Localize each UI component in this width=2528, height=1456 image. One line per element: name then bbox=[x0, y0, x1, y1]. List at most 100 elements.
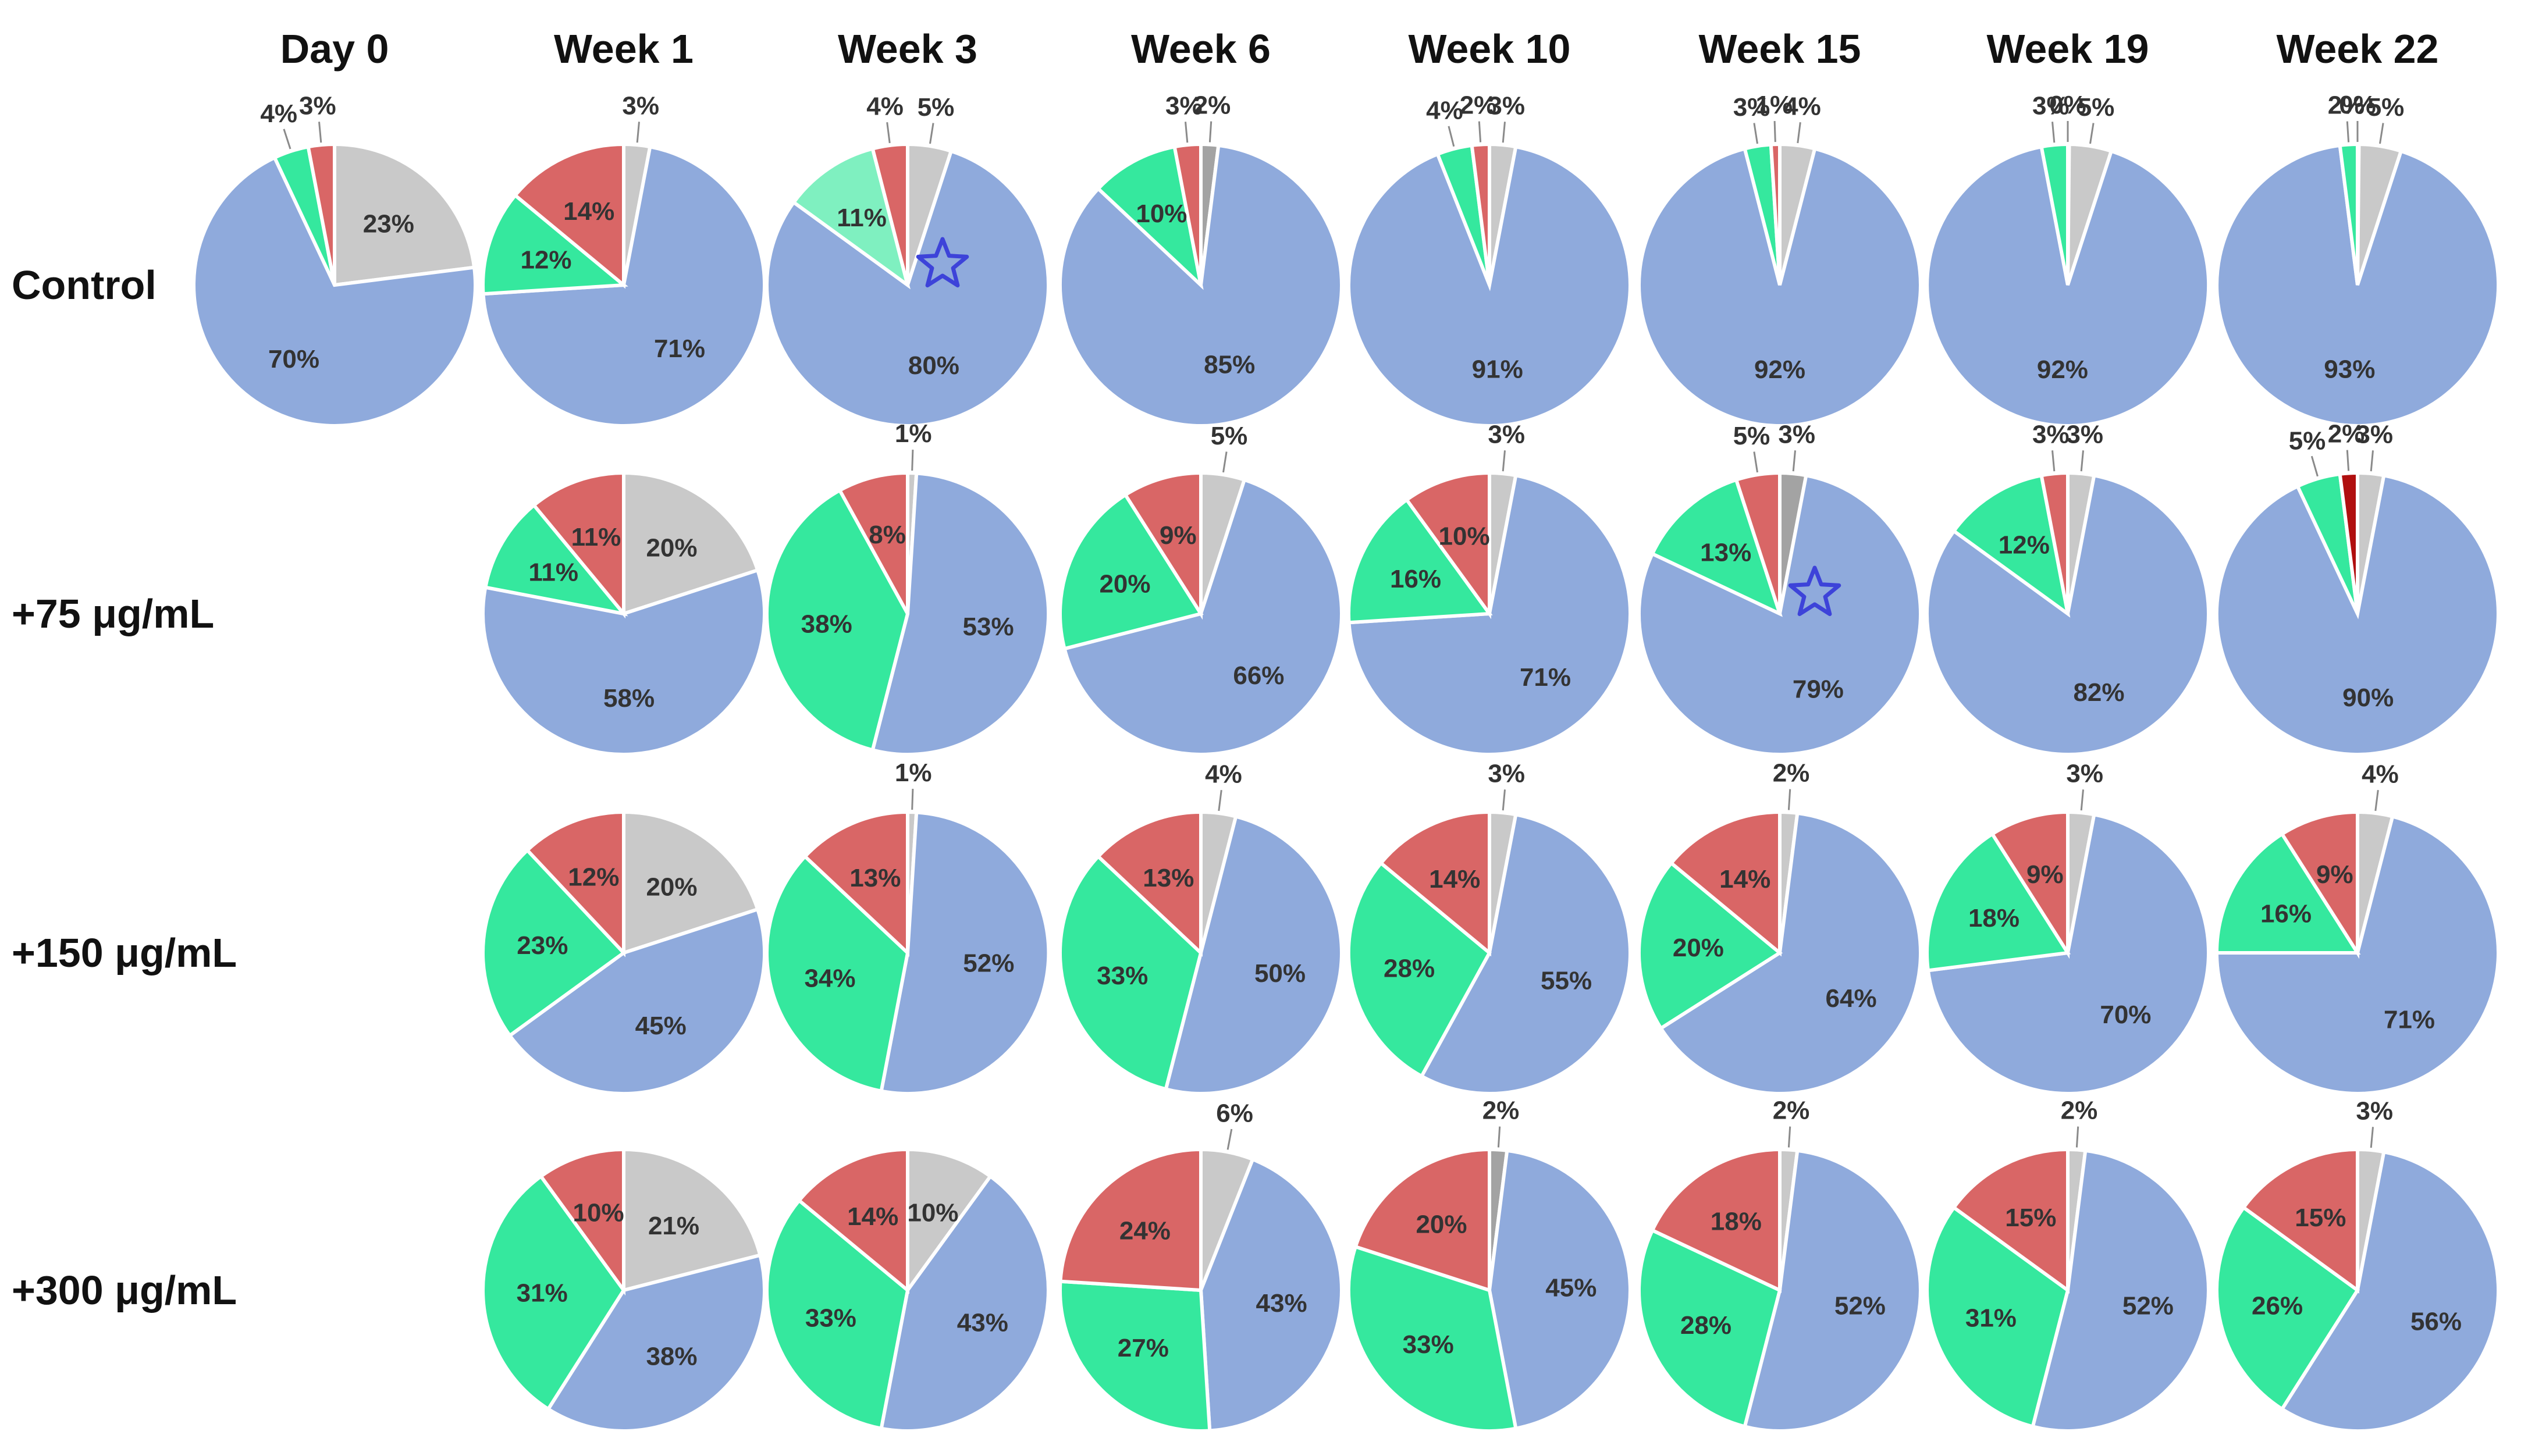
data-label: 5% bbox=[2289, 426, 2326, 455]
data-label: 33% bbox=[1403, 1330, 1454, 1359]
data-label: 24% bbox=[1119, 1217, 1171, 1245]
star-icon bbox=[916, 237, 969, 288]
row-header-300-ug-ml: +300 μg/mL bbox=[12, 1268, 237, 1313]
data-label: 15% bbox=[2005, 1204, 2056, 1232]
data-label: 71% bbox=[1520, 663, 1571, 692]
slice-green bbox=[481, 848, 627, 1038]
data-label: 2% bbox=[1482, 1097, 1520, 1125]
column-header-week-3: Week 3 bbox=[838, 26, 977, 72]
leader-line bbox=[1448, 126, 1455, 147]
slice-gray bbox=[622, 471, 760, 617]
data-label: 14% bbox=[563, 197, 614, 226]
pie-75-ug-ml-week-6: 5% 66% 20% 9% bbox=[1058, 422, 1343, 756]
data-label: 43% bbox=[957, 1309, 1008, 1337]
data-label: 2% bbox=[1773, 759, 1810, 788]
slice-gray bbox=[622, 810, 760, 956]
data-label: 20% bbox=[646, 533, 697, 562]
data-label: 3% bbox=[1488, 759, 1525, 788]
slice-green bbox=[765, 854, 910, 1094]
slice-green bbox=[481, 193, 628, 296]
slice-blue bbox=[1658, 811, 1922, 1095]
data-label: 4% bbox=[1784, 92, 1821, 120]
slice-blue bbox=[870, 471, 1051, 757]
leader-line bbox=[1502, 122, 1506, 143]
slice-green bbox=[1650, 478, 1783, 617]
data-label: 64% bbox=[1826, 984, 1877, 1013]
pie-150-ug-ml-week-15: 2% 64% 20% 14% bbox=[1637, 759, 1922, 1095]
data-label: 71% bbox=[2384, 1006, 2435, 1034]
data-label: 4% bbox=[1205, 760, 1242, 788]
slice-red bbox=[1123, 471, 1203, 620]
pie-300-ug-ml-week-1: 21% 38% 31% 10% bbox=[481, 1147, 766, 1433]
pie-75-ug-ml-week-1: 20% 58% 11% 11% bbox=[481, 471, 767, 756]
data-label: 1% bbox=[1756, 91, 1793, 119]
pie-75-ug-ml-week-15: 3% 79% 13% 5% bbox=[1637, 420, 1922, 756]
data-label: 1% bbox=[895, 419, 932, 448]
slice-red bbox=[1669, 810, 1782, 957]
slice-blue bbox=[1419, 812, 1632, 1095]
data-label: 2% bbox=[2061, 1097, 2098, 1125]
data-label: 5% bbox=[1211, 422, 1248, 450]
data-label: 66% bbox=[1233, 661, 1284, 690]
slice-blue bbox=[546, 1253, 766, 1433]
column-header-week-1: Week 1 bbox=[554, 26, 694, 72]
data-label: 13% bbox=[849, 864, 901, 892]
data-label: 10% bbox=[907, 1199, 958, 1227]
slice-green bbox=[1925, 1205, 2070, 1429]
slice-blue bbox=[2280, 1149, 2501, 1433]
data-label: 82% bbox=[2073, 678, 2124, 707]
leader-line bbox=[929, 123, 934, 144]
data-label: 34% bbox=[804, 964, 855, 992]
data-label: 3% bbox=[2066, 420, 2103, 448]
slice-red bbox=[802, 810, 909, 957]
pie-150-ug-ml-week-22: 4% 71% 16%9% bbox=[2214, 760, 2500, 1095]
leader-line bbox=[1792, 450, 1796, 472]
slice-red bbox=[2280, 810, 2359, 959]
leader-line bbox=[2051, 122, 2056, 143]
leader-line bbox=[1218, 790, 1222, 811]
leader-line bbox=[911, 789, 914, 810]
slice-green bbox=[2215, 1205, 2360, 1412]
data-label: 14% bbox=[1429, 865, 1480, 893]
slice-green bbox=[765, 487, 910, 753]
leader-line bbox=[1226, 1129, 1233, 1150]
slice-red bbox=[538, 1147, 625, 1296]
data-label: 56% bbox=[2410, 1308, 2462, 1336]
data-label: 20% bbox=[1673, 934, 1724, 962]
leader-line bbox=[2080, 789, 2084, 811]
data-label: 2% bbox=[2328, 91, 2365, 120]
data-label: 3% bbox=[2066, 759, 2103, 788]
pie-300-ug-ml-week-10: 2% 45% 33% 20% bbox=[1346, 1097, 1632, 1433]
data-label: 91% bbox=[1472, 355, 1523, 384]
data-label: 3% bbox=[1165, 91, 1203, 120]
leader-line bbox=[1797, 122, 1801, 144]
slice-blue bbox=[1347, 144, 1632, 428]
slice-blue bbox=[879, 810, 1051, 1095]
data-label: 53% bbox=[963, 613, 1014, 641]
pie-150-ug-ml-week-6: 4% 50% 33% 13% bbox=[1058, 760, 1343, 1095]
row-header-control: Control bbox=[12, 262, 157, 308]
pie-control-week-22: 5% 93% 2%0% bbox=[2215, 91, 2501, 428]
slice-blue bbox=[2031, 1148, 2210, 1433]
slice-green bbox=[1637, 1228, 1782, 1429]
data-label: 3% bbox=[1778, 420, 1815, 448]
data-label: 93% bbox=[2324, 355, 2375, 384]
data-label: 80% bbox=[908, 351, 959, 380]
data-label: 9% bbox=[2316, 860, 2353, 889]
leader-line bbox=[1753, 451, 1758, 473]
data-label: 70% bbox=[268, 345, 319, 373]
slice-blue bbox=[1487, 1148, 1632, 1431]
slice-green bbox=[2214, 831, 2361, 955]
leader-line bbox=[886, 122, 891, 144]
pie-300-ug-ml-week-22: 3% 56% 26% 15% bbox=[2215, 1097, 2501, 1433]
data-label: 2% bbox=[1773, 1097, 1810, 1125]
data-label: 9% bbox=[1160, 521, 1197, 550]
data-label: 3% bbox=[2356, 420, 2393, 448]
leader-line bbox=[1185, 122, 1189, 143]
data-label: 31% bbox=[1965, 1304, 2017, 1333]
pie-control-week-19: 5% 92% 3%0% bbox=[1925, 91, 2211, 428]
slice-red bbox=[1404, 471, 1491, 620]
slice-red bbox=[1470, 142, 1491, 286]
data-label: 5% bbox=[2367, 93, 2405, 122]
data-label: 14% bbox=[847, 1202, 898, 1231]
